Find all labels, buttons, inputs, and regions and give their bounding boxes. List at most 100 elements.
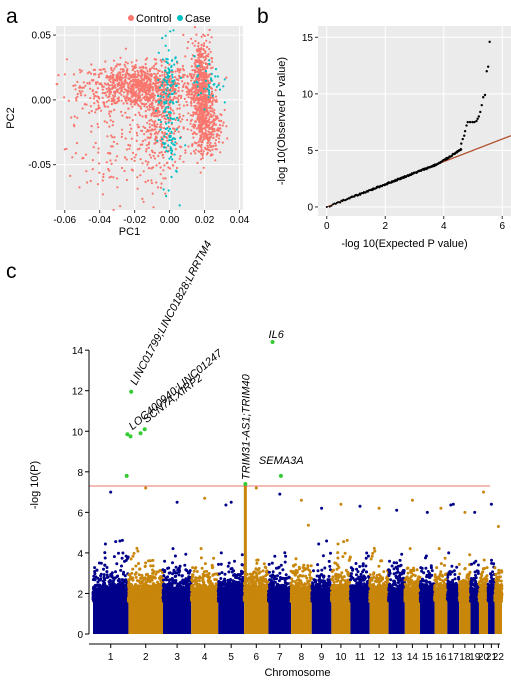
manhattan-point-chr1 <box>116 586 120 589</box>
pca-point-control <box>142 170 145 173</box>
pca-point-control <box>191 125 194 128</box>
pca-point-control <box>154 88 157 91</box>
pca-y-tick-label: 0.05 <box>32 31 52 42</box>
pca-point-control <box>112 94 115 97</box>
manhattan-point-chr2 <box>126 598 130 602</box>
pca-point-control <box>211 60 214 63</box>
pca-point-case <box>170 151 173 154</box>
pca-point-control <box>209 135 212 138</box>
manhattan-point-chr1 <box>102 567 105 571</box>
pca-point-control <box>112 208 115 211</box>
pca-point-control <box>123 63 126 66</box>
pca-point-control <box>211 148 214 151</box>
pca-point-control <box>162 88 165 91</box>
pca-point-control <box>187 92 190 96</box>
pca-point-control <box>181 64 184 68</box>
pca-point-case <box>196 85 199 88</box>
manhattan-point-chr3 <box>180 589 183 593</box>
pca-point-control <box>218 124 222 127</box>
manhattan-point-chr3 <box>178 598 182 602</box>
pca-point-control <box>181 80 184 83</box>
pca-point-control <box>103 82 106 85</box>
manhattan-point-chr2 <box>153 576 157 580</box>
pca-point-case <box>164 108 167 111</box>
pca-point-control <box>109 119 112 122</box>
manhattan-point-chr2 <box>134 575 138 579</box>
pca-point-control <box>211 128 214 131</box>
manhattan-point-chr1 <box>103 542 107 546</box>
pca-point-control <box>69 174 72 177</box>
manhattan-point-chr3 <box>174 593 178 597</box>
pca-point-control <box>144 160 147 163</box>
pca-point-control <box>199 74 202 77</box>
pca-point-control <box>182 75 185 79</box>
qq-y-tick-label: 5 <box>307 146 313 157</box>
pca-point-control <box>151 192 154 195</box>
manhattan-point-chr1 <box>96 576 100 580</box>
manhattan-point-chr1 <box>93 566 97 570</box>
pca-point-control <box>84 84 87 87</box>
pca-point-case <box>175 60 179 63</box>
pca-point-control <box>154 120 157 123</box>
pca-point-case <box>157 51 160 54</box>
pca-point-control <box>148 108 151 111</box>
pca-point-case <box>156 94 160 98</box>
pca-point-control <box>146 136 149 139</box>
pca-point-control <box>112 90 116 94</box>
pca-point-control <box>146 83 149 86</box>
pca-point-control <box>142 200 145 203</box>
pca-point-control <box>122 91 126 94</box>
pca-point-control <box>165 136 168 139</box>
pca-point-control <box>91 159 94 162</box>
pca-point-case <box>196 81 199 84</box>
pca-point-control <box>111 124 114 127</box>
pca-point-control <box>157 69 160 72</box>
qq-point <box>460 142 463 145</box>
pca-point-control <box>126 81 129 85</box>
pca-point-control <box>144 92 147 95</box>
manhattan-point-chr1 <box>106 598 109 602</box>
pca-point-control <box>108 88 112 91</box>
pca-point-control <box>177 74 181 77</box>
pca-point-control <box>117 88 120 91</box>
manhattan-point-chr1 <box>95 593 99 597</box>
pca-point-control <box>95 83 98 86</box>
pca-point-control <box>92 97 96 100</box>
pca-point-control <box>128 130 131 134</box>
manhattan-point-chr1 <box>96 580 100 584</box>
pca-point-control <box>130 61 133 64</box>
pca-point-control <box>128 116 131 119</box>
manhattan-point-chr2 <box>154 591 158 595</box>
manhattan-point-chr1 <box>110 582 113 586</box>
pca-point-control <box>125 178 128 182</box>
pca-point-control <box>196 67 199 70</box>
pca-point-control <box>92 73 96 76</box>
pca-point-control <box>146 163 149 166</box>
pca-point-case <box>175 116 179 119</box>
pca-point-control <box>109 159 112 162</box>
pca-point-control <box>189 122 192 125</box>
pca-point-control <box>145 102 148 105</box>
pca-point-control <box>200 112 203 115</box>
pca-point-control <box>194 148 197 151</box>
manhattan-point-chr3 <box>163 594 167 598</box>
pca-point-case <box>159 99 162 102</box>
manhattan-point-chr2 <box>158 583 162 587</box>
pca-point-control <box>202 97 205 100</box>
manhattan-point-chr1 <box>99 597 103 601</box>
pca-point-control <box>135 139 138 142</box>
pca-x-axis-title: PC1 <box>119 226 140 238</box>
pca-point-control <box>205 39 208 42</box>
pca-point-control <box>134 100 137 103</box>
pca-point-control <box>159 173 162 176</box>
pca-point-control <box>116 142 119 145</box>
pca-point-control <box>153 94 156 97</box>
manhattan-point-chr1 <box>120 556 124 560</box>
pca-point-control <box>162 177 165 180</box>
manhattan-point-chr2 <box>143 576 147 580</box>
pca-point-control <box>226 137 229 140</box>
pca-point-control <box>178 107 181 110</box>
pca-point-control <box>178 157 181 160</box>
panel-c-letter: c <box>6 260 17 283</box>
pca-point-control <box>156 186 159 189</box>
